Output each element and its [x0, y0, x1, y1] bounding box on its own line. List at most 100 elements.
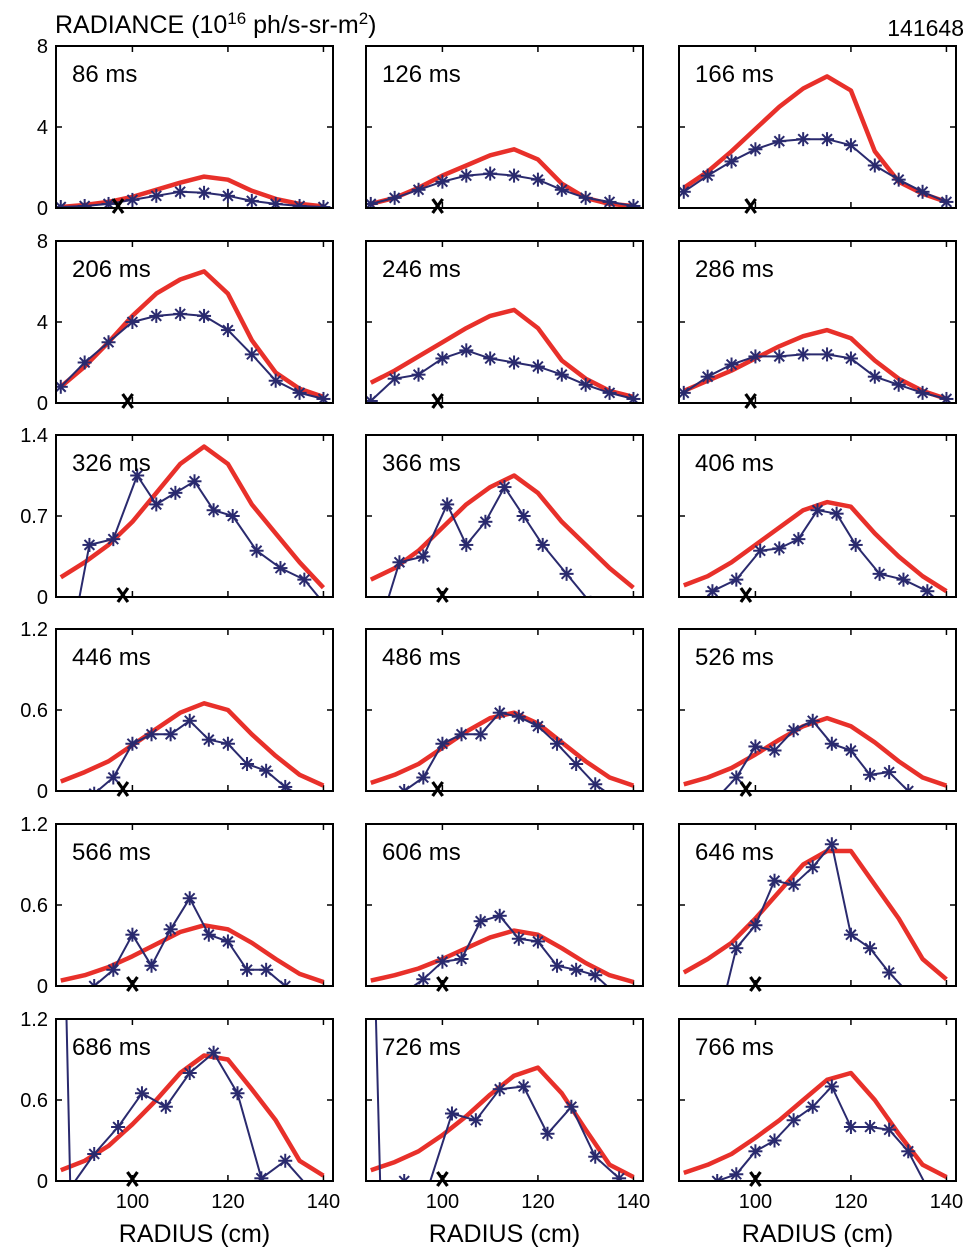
- measurement-point: [220, 934, 235, 949]
- measurement-point: [130, 468, 145, 483]
- x-marker: [126, 1171, 139, 1187]
- measurement-point: [187, 474, 202, 489]
- measurement-point: [369, 999, 383, 1013]
- x-tick-label: 140: [930, 1191, 963, 1213]
- measurement-point: [278, 979, 293, 986]
- x-marker: [431, 781, 444, 797]
- measurement-point: [772, 541, 787, 556]
- measurement-point: [578, 190, 593, 205]
- simulation-line: [682, 499, 948, 594]
- panel: 0 0.6 1.2 566 ms: [20, 814, 334, 1007]
- measurement-point: [77, 355, 92, 370]
- panel: 126 ms: [365, 45, 644, 214]
- measurement-point: [829, 506, 844, 521]
- measurement-point: [492, 1082, 507, 1097]
- plot-area: [683, 1070, 948, 1181]
- x-marker: [436, 976, 449, 992]
- measurement-point: [612, 1171, 627, 1181]
- measurement-point: [268, 373, 283, 388]
- measurement-point: [106, 962, 121, 977]
- measurement-point: [435, 736, 450, 751]
- measurement-point: [530, 719, 545, 734]
- measurement-point: [915, 184, 930, 199]
- panel-frame: [55, 240, 334, 404]
- measurement-point: [316, 993, 330, 1007]
- panel-frame: [55, 45, 334, 209]
- measurement-point: [454, 952, 469, 966]
- panel: 0 0.6 1.2 686 ms: [20, 1009, 334, 1193]
- measurement-point: [607, 602, 621, 616]
- measurement-point: [939, 993, 953, 1007]
- measurement-point: [397, 784, 412, 791]
- measurement-point: [786, 1113, 801, 1128]
- measurement-point: [168, 485, 183, 500]
- measurement-point: [920, 584, 935, 597]
- measurement-point: [748, 918, 763, 933]
- panel: 286 ms: [678, 240, 957, 409]
- measurement-point: [244, 193, 259, 208]
- measurement-point: [710, 1174, 725, 1181]
- simulation-line: [370, 1065, 635, 1180]
- panel-frame: [365, 628, 644, 792]
- x-marker: [111, 198, 125, 214]
- panel-frame: [365, 45, 644, 209]
- measurement-point: [786, 877, 801, 892]
- measurement-point: [220, 736, 235, 751]
- plot-area: [56, 269, 331, 403]
- measurement-point: [915, 385, 930, 400]
- measurement-point: [824, 736, 839, 751]
- measurement-point: [626, 198, 641, 208]
- x-axis-title: RADIUS (cm): [742, 1220, 893, 1247]
- measurement-point: [867, 158, 882, 173]
- measurement-point: [507, 355, 522, 370]
- measurement-point: [206, 503, 221, 518]
- measurement-point: [303, 790, 306, 791]
- x-tick-label: 100: [116, 1191, 149, 1213]
- x-marker: [744, 393, 757, 409]
- measurement-point: [403, 985, 406, 986]
- simulation-line: [369, 307, 634, 400]
- x-marker: [749, 1171, 762, 1187]
- measurement-point: [292, 385, 307, 400]
- simulation-line: [59, 1053, 325, 1178]
- measurement-point: [87, 1147, 102, 1161]
- measurement-point: [729, 941, 744, 956]
- measurement-point: [68, 613, 82, 627]
- measurement-point: [106, 770, 121, 785]
- panel-frame: [678, 45, 957, 209]
- measurement-point: [767, 743, 782, 758]
- measurement-point: [516, 1079, 531, 1094]
- x-tick-label: 140: [307, 1191, 340, 1213]
- measurement-point: [700, 168, 715, 183]
- measurement-point: [786, 723, 801, 738]
- measurement-point: [149, 497, 164, 512]
- measurement-point: [926, 790, 929, 791]
- measurement-point: [144, 958, 159, 973]
- measurement-point: [901, 1144, 916, 1159]
- measurement-point: [444, 1106, 459, 1121]
- x-marker: [121, 393, 134, 409]
- simulation-line: [59, 444, 326, 590]
- measurement-point: [316, 199, 331, 208]
- measurement-point: [278, 1153, 293, 1168]
- panel-frame: [55, 628, 334, 792]
- measurement-point: [554, 182, 569, 197]
- panel: 406 ms: [678, 434, 957, 616]
- measurement-point: [259, 763, 274, 778]
- x-marker: [436, 1171, 449, 1187]
- measurement-point: [473, 914, 488, 929]
- measurement-point: [939, 602, 953, 616]
- measurement-point: [454, 727, 469, 742]
- measurement-point: [843, 1120, 858, 1134]
- measurement-point: [259, 962, 274, 977]
- measurement-point: [805, 860, 820, 875]
- measurement-point: [613, 790, 616, 791]
- measurement-point: [705, 584, 720, 597]
- simulation-line: [370, 710, 635, 788]
- y-tick-label: 1.2: [20, 619, 48, 641]
- measurement-point: [872, 566, 887, 581]
- simulation-line: [370, 147, 634, 208]
- measurement-point: [88, 786, 100, 791]
- measurement-point: [468, 1113, 483, 1128]
- measurement-point: [748, 142, 763, 157]
